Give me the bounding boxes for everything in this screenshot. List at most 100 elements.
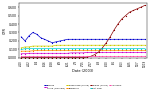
China (Mainland) (102, 52, 103, 53)
Singapore (59, 50, 61, 51)
Viet Nam (140, 48, 142, 49)
Taiwan (China) (32, 57, 34, 58)
Indonesia (105, 56, 107, 57)
Indonesia (102, 56, 103, 57)
Taiwan (China) (109, 36, 111, 37)
China (Mainland) (117, 52, 119, 53)
Hong Kong (China) (125, 45, 127, 46)
Viet Nam (55, 48, 57, 49)
Singapore (32, 50, 34, 51)
Indonesia (20, 56, 22, 57)
China (Mainland) (47, 53, 49, 54)
Taiwan (China) (71, 57, 72, 58)
China (Mainland) (36, 53, 38, 54)
Hong Kong (China) (78, 45, 80, 46)
Taiwan (China) (133, 10, 134, 11)
Hong Kong (China) (82, 45, 84, 46)
Viet Nam (51, 48, 53, 49)
Hong Kong (China) (20, 47, 22, 48)
Hong Kong (China) (129, 45, 130, 46)
Canada (75, 39, 76, 40)
Viet Nam (98, 48, 99, 49)
Taiwan (China) (40, 57, 41, 58)
Indonesia (71, 56, 72, 57)
Hong Kong (China) (109, 45, 111, 46)
Taiwan (China) (75, 57, 76, 58)
China (Mainland) (32, 53, 34, 54)
Singapore (90, 50, 92, 51)
China (Mainland) (121, 52, 123, 53)
Hong Kong (China) (47, 45, 49, 47)
Canada (20, 36, 22, 37)
Viet Nam (144, 48, 146, 49)
Taiwan (China) (51, 57, 53, 58)
Indonesia (98, 56, 99, 57)
Indonesia (133, 56, 134, 57)
Singapore (109, 50, 111, 51)
Indonesia (36, 56, 38, 57)
Viet Nam (78, 48, 80, 49)
Indonesia (47, 56, 49, 57)
Indonesia (44, 56, 45, 57)
Singapore (82, 50, 84, 51)
Taiwan (China) (125, 15, 127, 16)
Hong Kong (China) (67, 45, 69, 46)
Hong Kong (China) (71, 45, 72, 46)
Indonesia (67, 56, 69, 57)
Indonesia (59, 56, 61, 57)
Singapore (24, 51, 26, 52)
Singapore (136, 50, 138, 51)
Canada (90, 39, 92, 40)
Taiwan (China) (44, 57, 45, 58)
Taiwan (China) (102, 47, 103, 48)
Taiwan (China) (82, 57, 84, 58)
Canada (63, 39, 65, 41)
Taiwan (China) (28, 57, 30, 58)
Taiwan (China) (94, 54, 96, 55)
Viet Nam (109, 48, 111, 49)
China (Mainland) (86, 52, 88, 53)
Viet Nam (63, 48, 65, 49)
Taiwan (China) (67, 57, 69, 58)
Hong Kong (China) (105, 45, 107, 46)
Line: Hong Kong (China): Hong Kong (China) (21, 45, 146, 48)
Indonesia (55, 56, 57, 57)
Singapore (105, 50, 107, 51)
Singapore (36, 50, 38, 51)
Line: Indonesia: Indonesia (21, 56, 146, 57)
Canada (125, 39, 127, 40)
Taiwan (China) (36, 57, 38, 58)
Canada (133, 39, 134, 40)
Singapore (28, 51, 30, 52)
Hong Kong (China) (32, 45, 34, 47)
Viet Nam (86, 48, 88, 49)
Hong Kong (China) (113, 45, 115, 46)
Hong Kong (China) (59, 45, 61, 46)
Singapore (75, 50, 76, 51)
Canada (71, 39, 72, 40)
Hong Kong (China) (102, 45, 103, 46)
Singapore (113, 50, 115, 51)
Viet Nam (67, 48, 69, 49)
Canada (113, 39, 115, 40)
China (Mainland) (98, 52, 99, 53)
Taiwan (China) (129, 12, 130, 13)
Hong Kong (China) (36, 45, 38, 47)
Indonesia (125, 56, 127, 57)
Taiwan (China) (55, 57, 57, 58)
China (Mainland) (24, 53, 26, 54)
Indonesia (144, 56, 146, 57)
Viet Nam (59, 48, 61, 49)
Indonesia (82, 56, 84, 57)
China (Mainland) (105, 52, 107, 53)
Singapore (63, 50, 65, 51)
Viet Nam (75, 48, 76, 49)
Taiwan (China) (86, 57, 88, 58)
Line: Viet Nam: Viet Nam (21, 48, 146, 50)
Indonesia (140, 56, 142, 57)
Indonesia (136, 56, 138, 57)
China (Mainland) (28, 53, 30, 54)
Canada (121, 39, 123, 40)
Singapore (125, 50, 127, 51)
Canada (44, 39, 45, 40)
